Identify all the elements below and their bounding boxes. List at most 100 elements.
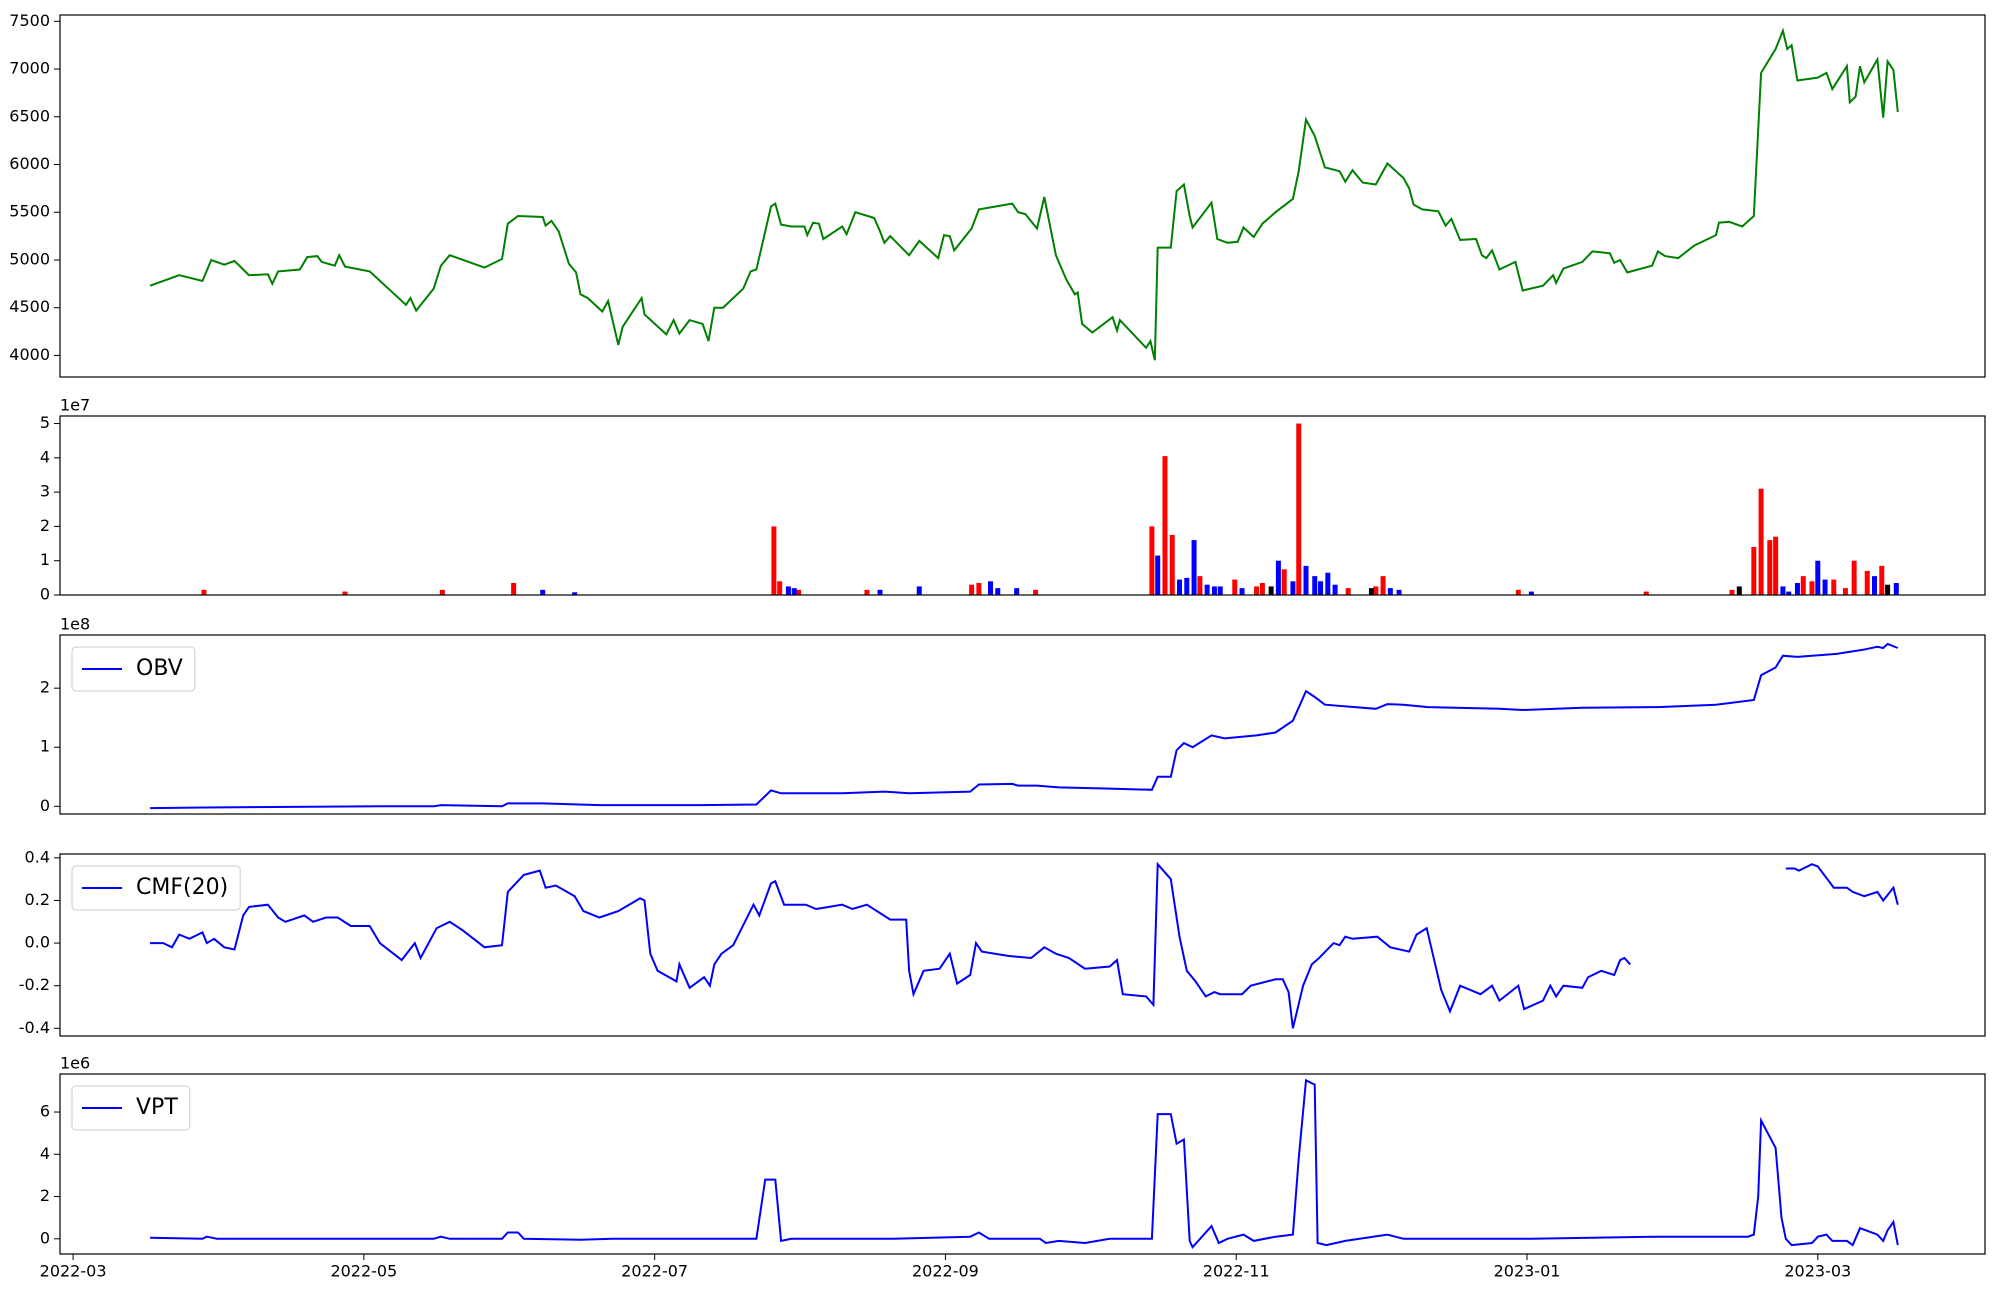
bar <box>785 586 791 595</box>
y-tick-label: 5 <box>40 413 50 432</box>
line <box>150 1078 1899 1250</box>
bar <box>572 592 578 595</box>
y-tick-label: 1 <box>40 737 50 756</box>
axes-frame <box>59 1073 1986 1255</box>
offset-label: 1e8 <box>60 615 90 634</box>
bar <box>1885 584 1891 595</box>
bar <box>1515 589 1521 595</box>
bar <box>1177 579 1183 595</box>
bar <box>1773 536 1779 595</box>
bar <box>1204 584 1210 595</box>
y-tick-label: 6500 <box>9 106 50 125</box>
y-tick-label: 4500 <box>9 297 50 316</box>
bar <box>1325 572 1331 595</box>
line <box>150 642 1899 810</box>
bar <box>969 584 975 595</box>
x-tick-label: 2022-11 <box>1203 1262 1270 1281</box>
y-tick-label: 2 <box>40 516 50 535</box>
bar <box>1217 586 1223 595</box>
bar <box>1864 570 1870 595</box>
bar <box>1281 569 1287 595</box>
line <box>150 861 1899 1029</box>
bar <box>1014 588 1020 595</box>
y-tick-label: 0 <box>40 1228 50 1247</box>
y-tick-label: 1 <box>40 550 50 569</box>
legend-label: CMF(20) <box>136 875 228 900</box>
y-tick-label: 6 <box>40 1102 50 1121</box>
bar <box>1162 456 1168 595</box>
bar <box>1879 565 1885 595</box>
bar <box>1736 586 1742 595</box>
y-tick-label: 0.0 <box>25 933 50 952</box>
y-tick-label: 0.4 <box>25 847 50 866</box>
y-tick-label: 2 <box>40 1186 50 1205</box>
bar <box>1345 588 1351 595</box>
x-tick-label: 2022-05 <box>330 1262 397 1281</box>
bar <box>976 582 982 595</box>
bar <box>1794 582 1800 595</box>
y-tick-label: 7500 <box>9 11 50 30</box>
bar <box>1332 584 1338 595</box>
line <box>149 27 1899 361</box>
bar <box>1259 582 1265 595</box>
bar <box>1800 576 1806 595</box>
x-tick-label: 2022-07 <box>621 1262 688 1281</box>
legend-box <box>71 865 241 911</box>
bar <box>1373 586 1379 595</box>
bar <box>1191 540 1197 595</box>
panel: 4000 4500 5000 5500 6000 6500 7000 7500 <box>9 11 1986 378</box>
bar <box>1312 576 1318 595</box>
x-tick-label: 2023-01 <box>1494 1262 1561 1281</box>
bar <box>511 582 517 595</box>
y-tick-label: -0.4 <box>19 1018 50 1037</box>
bar <box>1318 581 1324 595</box>
panel: 0 1 2 1e8 OBV <box>40 615 1986 815</box>
bar <box>1380 576 1386 595</box>
bar <box>1211 586 1217 595</box>
bar <box>1780 586 1786 595</box>
bar <box>777 581 783 595</box>
bar <box>1786 591 1792 595</box>
y-tick-label: 7000 <box>9 59 50 78</box>
bar <box>540 589 546 595</box>
bar <box>1275 560 1281 595</box>
bar <box>201 589 207 595</box>
bar <box>1268 586 1274 595</box>
bar <box>1184 577 1190 595</box>
legend-box <box>71 646 196 692</box>
bar <box>1767 540 1773 595</box>
bar <box>1149 526 1155 595</box>
legend-box <box>71 1085 191 1131</box>
y-tick-label: 0.2 <box>25 890 50 909</box>
bar <box>1303 565 1309 595</box>
bar <box>1197 576 1203 595</box>
y-tick-label: 4 <box>40 447 50 466</box>
axes-frame <box>59 634 1986 815</box>
bar <box>1368 588 1374 595</box>
y-tick-label: 0 <box>40 585 50 604</box>
bar <box>1254 586 1260 595</box>
y-tick-label: 4 <box>40 1144 50 1163</box>
bar <box>877 589 883 595</box>
y-tick-label: 0 <box>40 796 50 815</box>
y-tick-label: 2 <box>40 678 50 697</box>
bar <box>1155 555 1161 595</box>
bar <box>1296 423 1302 595</box>
x-tick-label: 2022-03 <box>40 1262 107 1281</box>
bar <box>1831 579 1837 595</box>
bar <box>439 589 445 595</box>
axes-frame <box>59 14 1986 378</box>
y-tick-label: 5000 <box>9 249 50 268</box>
bar <box>791 588 797 595</box>
axes-frame <box>59 415 1986 596</box>
offset-label: 1e6 <box>60 1054 90 1073</box>
y-tick-label: 5500 <box>9 202 50 221</box>
y-tick-label: 3 <box>40 482 50 501</box>
bar <box>1842 588 1848 595</box>
bar <box>796 589 802 595</box>
y-tick-label: -0.2 <box>19 975 50 994</box>
x-tick-label: 2023-03 <box>1784 1262 1851 1281</box>
bar <box>1387 588 1393 595</box>
bar <box>771 526 777 595</box>
